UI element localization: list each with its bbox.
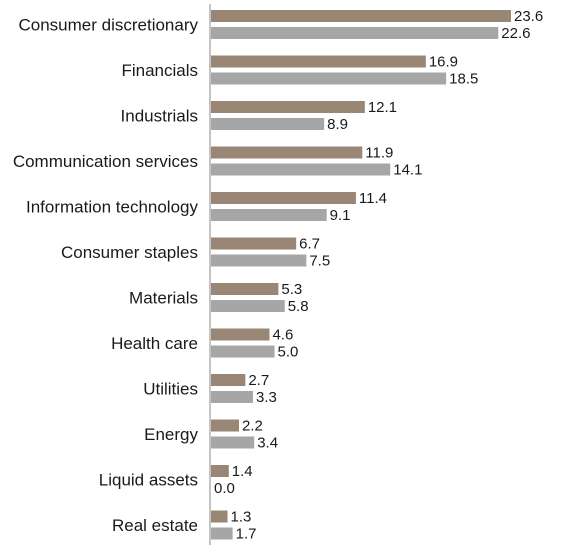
bar-consumer-staples-series-1 [211, 237, 297, 250]
category-label-utilities: Utilities [143, 380, 198, 399]
bar-real-estate-series-2 [211, 527, 233, 540]
value-label-financials-series-1: 16.9 [429, 54, 458, 71]
value-label-utilities-series-1: 2.7 [248, 372, 269, 389]
category-label-materials: Materials [129, 289, 198, 308]
labels-layer: Consumer discretionary 23.622.6 Financials… [13, 8, 543, 543]
category-label-industrials: Industrials [121, 107, 198, 126]
bar-consumer-staples-series-2 [211, 254, 307, 267]
bar-energy-series-1 [211, 419, 239, 432]
bar-materials-series-1 [211, 283, 279, 295]
value-label-liquid-assets-series-1: 1.4 [232, 463, 253, 480]
value-label-consumer-staples-series-1: 6.7 [299, 236, 320, 253]
bar-consumer-discretionary-series-1 [211, 10, 511, 22]
value-label-real-estate-series-2: 1.7 [236, 526, 257, 543]
category-label-consumer-discretionary: Consumer discretionary [18, 16, 198, 35]
bar-utilities-series-1 [211, 374, 246, 386]
value-label-real-estate-series-1: 1.3 [231, 509, 252, 526]
bar-health-care-series-1 [211, 328, 270, 341]
category-label-financials: Financials [121, 61, 198, 80]
category-label-liquid-assets: Liquid assets [99, 471, 198, 490]
value-label-information-technology-series-2: 9.1 [330, 207, 351, 224]
value-label-liquid-assets-series-2: 0.0 [214, 480, 235, 497]
bar-health-care-series-2 [211, 345, 275, 358]
value-label-materials-series-2: 5.8 [288, 298, 309, 315]
category-label-communication-services: Communication services [13, 152, 198, 171]
value-label-consumer-discretionary-series-2: 22.6 [501, 25, 530, 42]
category-label-information-technology: Information technology [26, 198, 198, 217]
value-label-utilities-series-2: 3.3 [256, 389, 277, 406]
value-label-communication-services-series-1: 11.9 [365, 145, 393, 162]
value-label-financials-series-2: 18.5 [449, 71, 478, 88]
bar-liquid-assets-series-1 [211, 465, 229, 477]
category-label-consumer-staples: Consumer staples [61, 243, 198, 262]
value-label-energy-series-1: 2.2 [242, 418, 263, 435]
bar-information-technology-series-1 [211, 192, 356, 204]
bar-communication-services-series-1 [211, 146, 363, 159]
category-label-energy: Energy [144, 425, 198, 444]
value-label-energy-series-2: 3.4 [257, 435, 278, 452]
value-label-health-care-series-1: 4.6 [272, 327, 293, 344]
bar-materials-series-2 [211, 300, 285, 312]
bar-financials-series-1 [211, 55, 426, 68]
bar-communication-services-series-2 [211, 163, 391, 176]
value-label-health-care-series-2: 5.0 [278, 344, 299, 361]
bars-layer [211, 10, 511, 540]
category-label-health-care: Health care [111, 334, 198, 353]
bar-real-estate-series-1 [211, 510, 228, 523]
category-label-real-estate: Real estate [112, 516, 198, 535]
value-label-information-technology-series-1: 11.4 [359, 190, 387, 207]
value-label-industrials-series-1: 12.1 [368, 99, 397, 116]
value-label-consumer-staples-series-2: 7.5 [309, 253, 330, 270]
bar-information-technology-series-2 [211, 209, 327, 221]
bar-financials-series-2 [211, 72, 447, 85]
value-label-communication-services-series-2: 14.1 [393, 162, 422, 179]
value-label-materials-series-1: 5.3 [281, 281, 302, 298]
bar-utilities-series-2 [211, 391, 253, 403]
bar-energy-series-2 [211, 436, 255, 449]
value-label-consumer-discretionary-series-1: 23.6 [514, 8, 543, 25]
value-label-industrials-series-2: 8.9 [327, 116, 348, 133]
bar-industrials-series-2 [211, 118, 325, 130]
bar-consumer-discretionary-series-2 [211, 27, 499, 39]
bar-industrials-series-1 [211, 101, 365, 113]
